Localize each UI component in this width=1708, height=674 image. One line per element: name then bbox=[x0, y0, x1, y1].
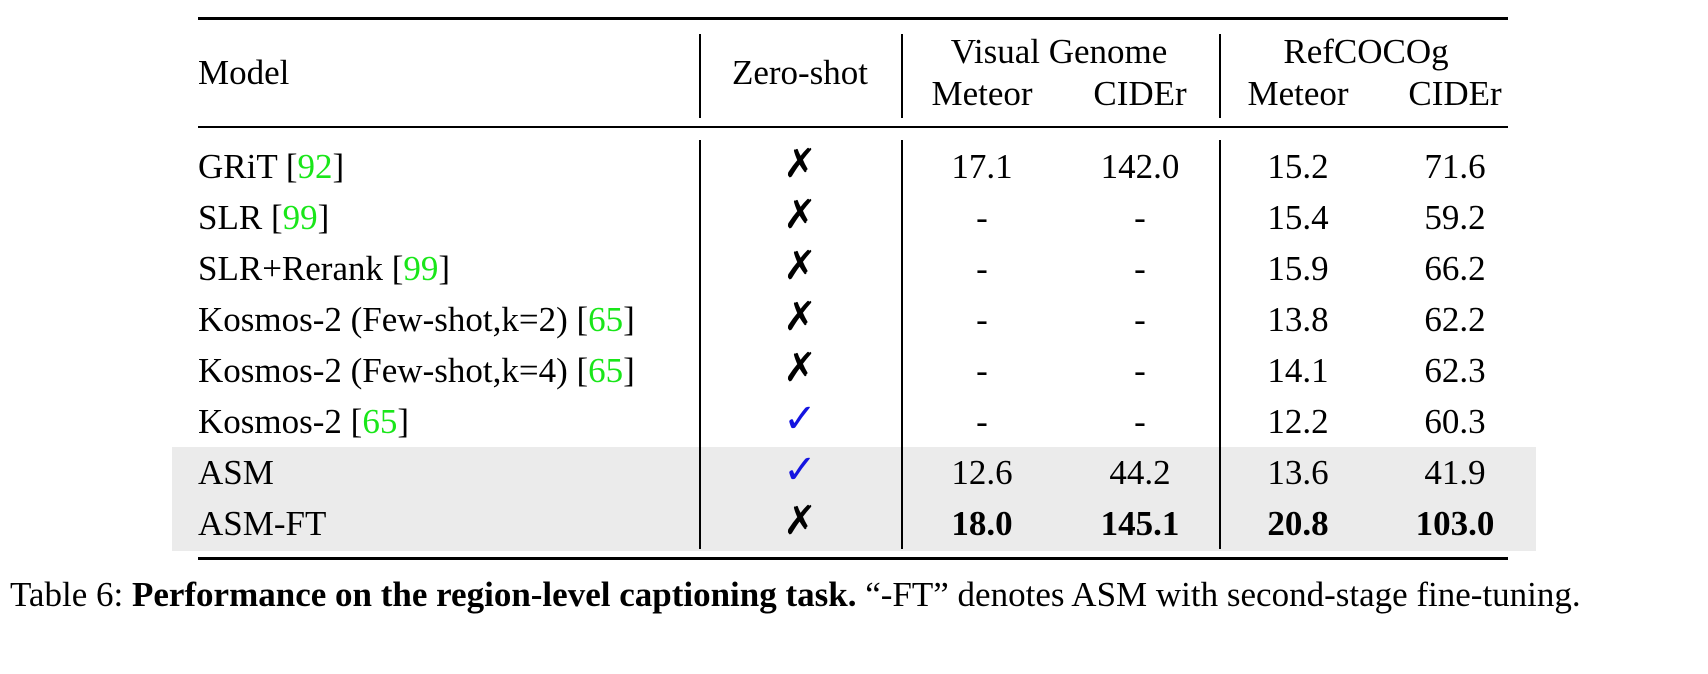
table-caption: Table 6: Performance on the region-level… bbox=[10, 572, 1700, 618]
table-cell: 12.2 bbox=[1267, 402, 1329, 441]
table-cell: - bbox=[976, 402, 988, 441]
table-cell: - bbox=[976, 249, 988, 288]
caption-text: “-FT” denotes ASM with second-stage fine… bbox=[856, 575, 1581, 614]
header-visual-genome: Visual Genome bbox=[950, 32, 1168, 71]
top-rule bbox=[198, 17, 1508, 20]
table-cell: 66.2 bbox=[1424, 249, 1486, 288]
header-zero-shot: Zero-shot bbox=[731, 53, 869, 92]
table-cell: 15.4 bbox=[1267, 198, 1329, 237]
table-row-model: SLR+Rerank [99] bbox=[198, 249, 451, 288]
table-cell: 17.1 bbox=[951, 147, 1013, 186]
citation-link[interactable]: 99 bbox=[403, 249, 439, 288]
table-row-model: Kosmos-2 (Few-shot,k=2) [65] bbox=[198, 300, 635, 339]
header-refcocog: RefCOCOg bbox=[1283, 32, 1449, 71]
table-cell: - bbox=[976, 198, 988, 237]
table-cell: 13.6 bbox=[1267, 453, 1329, 492]
table-cell: 59.2 bbox=[1424, 198, 1486, 237]
table-row-model: SLR [99] bbox=[198, 198, 330, 237]
cross-icon: ✗ bbox=[783, 345, 817, 391]
caption-label: Table 6: bbox=[10, 575, 132, 614]
highlight-band bbox=[172, 447, 1536, 551]
header-vg-cider: CIDEr bbox=[1093, 74, 1187, 113]
cross-icon: ✗ bbox=[783, 294, 817, 340]
table-cell: - bbox=[1134, 402, 1146, 441]
table-cell: 13.8 bbox=[1267, 300, 1329, 339]
header-model: Model bbox=[198, 53, 290, 92]
table-cell: - bbox=[1134, 249, 1146, 288]
table-cell: 44.2 bbox=[1109, 453, 1171, 492]
citation-link[interactable]: 65 bbox=[588, 351, 624, 390]
check-icon: ✓ bbox=[783, 396, 817, 442]
table-cell: - bbox=[1134, 300, 1146, 339]
citation-link[interactable]: 65 bbox=[362, 402, 398, 441]
check-icon: ✓ bbox=[783, 447, 817, 493]
citation-link[interactable]: 65 bbox=[588, 300, 624, 339]
col-divider-1 bbox=[699, 140, 701, 549]
table-cell-best: 103.0 bbox=[1415, 504, 1495, 543]
table-cell: 15.9 bbox=[1267, 249, 1329, 288]
header-ref-meteor: Meteor bbox=[1247, 74, 1349, 113]
table-cell-best: 18.0 bbox=[951, 504, 1013, 543]
table-cell: 15.2 bbox=[1267, 147, 1329, 186]
cross-icon: ✗ bbox=[783, 192, 817, 238]
table-cell-best: 20.8 bbox=[1267, 504, 1329, 543]
table-cell: - bbox=[1134, 198, 1146, 237]
citation-link[interactable]: 99 bbox=[282, 198, 318, 237]
col-divider-1 bbox=[699, 34, 701, 118]
table-row-model: ASM-FT bbox=[198, 504, 327, 543]
table-row-model: Kosmos-2 (Few-shot,k=4) [65] bbox=[198, 351, 635, 390]
col-divider-3 bbox=[1219, 140, 1221, 549]
table-row-model: GRiT [92] bbox=[198, 147, 345, 186]
table-cell: - bbox=[976, 300, 988, 339]
table-cell: 14.1 bbox=[1267, 351, 1329, 390]
bottom-rule bbox=[198, 557, 1508, 560]
header-vg-meteor: Meteor bbox=[931, 74, 1033, 113]
table-cell-best: 145.1 bbox=[1100, 504, 1180, 543]
table-cell: - bbox=[1134, 351, 1146, 390]
header-ref-cider: CIDEr bbox=[1408, 74, 1502, 113]
table-cell: 41.9 bbox=[1424, 453, 1486, 492]
table-cell: 62.2 bbox=[1424, 300, 1486, 339]
cross-icon: ✗ bbox=[783, 498, 817, 544]
table-cell: 62.3 bbox=[1424, 351, 1486, 390]
col-divider-2 bbox=[901, 34, 903, 118]
table-cell: 60.3 bbox=[1424, 402, 1486, 441]
cross-icon: ✗ bbox=[783, 141, 817, 187]
col-divider-2 bbox=[901, 140, 903, 549]
table-row-model: ASM bbox=[198, 453, 274, 492]
table-cell: 142.0 bbox=[1100, 147, 1180, 186]
table-cell: - bbox=[976, 351, 988, 390]
caption-bold: Performance on the region-level captioni… bbox=[131, 575, 857, 614]
cross-icon: ✗ bbox=[783, 243, 817, 289]
col-divider-3 bbox=[1219, 34, 1221, 118]
table-row-model: Kosmos-2 [65] bbox=[198, 402, 409, 441]
table-cell: 12.6 bbox=[951, 453, 1013, 492]
table-cell: 71.6 bbox=[1424, 147, 1486, 186]
citation-link[interactable]: 92 bbox=[297, 147, 333, 186]
header-rule bbox=[198, 126, 1508, 128]
